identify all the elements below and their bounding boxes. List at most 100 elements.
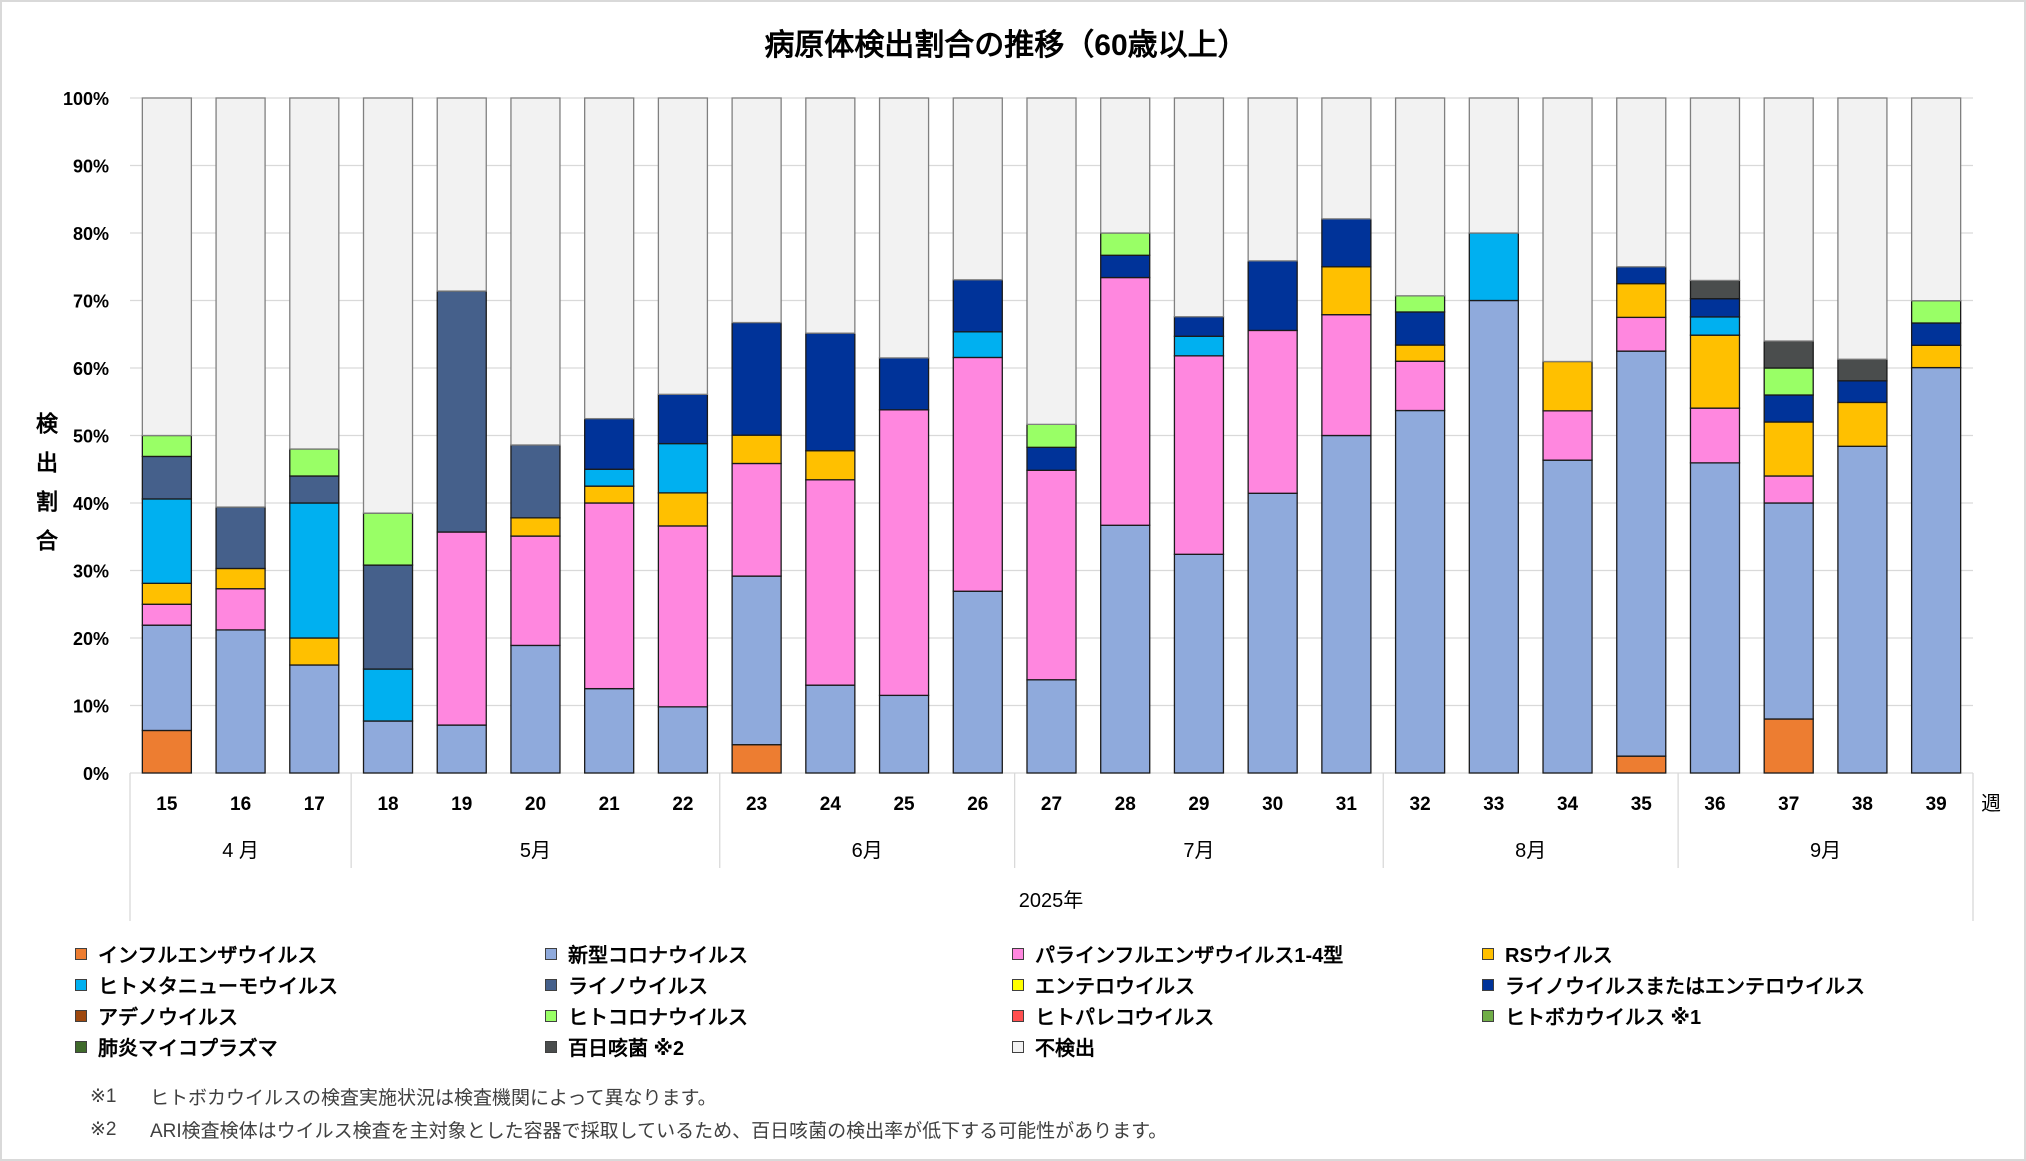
legend-item: ライノウイルスまたはエンテロウイルス xyxy=(1482,969,1962,1000)
bar-week-18 xyxy=(362,97,414,774)
bar-segment xyxy=(141,582,193,605)
x-unit-label: 週 xyxy=(1981,792,2001,815)
bar-segment xyxy=(1542,410,1593,461)
x-tick-label: 15 xyxy=(156,794,178,815)
footnote-text: ARI検査検体はウイルス検査を主対象とした容器で採取しているため、百日咳菌の検出… xyxy=(150,1121,1168,1142)
bar-segment xyxy=(1173,97,1225,318)
bar-segment xyxy=(1689,97,1741,282)
bar-segment xyxy=(362,720,414,774)
bar-segment xyxy=(1321,314,1372,437)
legend-swatch-icon xyxy=(1012,947,1024,960)
legend-label: パラインフルエンザウイルス1-4型 xyxy=(1035,945,1344,967)
legend-swatch-icon xyxy=(1482,947,1494,960)
bar-segment xyxy=(731,97,782,324)
legend-label: 不検出 xyxy=(1035,1038,1095,1060)
bar-segment xyxy=(731,462,782,577)
bar-segment xyxy=(1763,502,1814,720)
bar-segment xyxy=(141,434,193,458)
bar-segment xyxy=(1763,718,1814,774)
x-tick-label: 18 xyxy=(377,794,398,815)
bar-segment xyxy=(1394,344,1446,362)
bar-segment xyxy=(141,97,193,437)
bar-week-32 xyxy=(1394,97,1446,774)
legend-label: インフルエンザウイルス xyxy=(98,945,318,967)
x-tick-label: 29 xyxy=(1188,794,1209,815)
bar-week-30 xyxy=(1247,97,1298,774)
x-axis-week-ticks: 15 16 17 18 19 20 21 22 23 24 25 26 27 28 29 30 31 32 33 34… xyxy=(156,794,1946,815)
bar-segment xyxy=(510,517,561,537)
bar-segment xyxy=(362,512,414,566)
bar-segment xyxy=(289,637,340,666)
bar-segment xyxy=(289,475,340,504)
bar-segment xyxy=(584,97,635,420)
y-tick-label: 100% xyxy=(63,89,109,109)
bar-week-23 xyxy=(731,97,782,774)
bar-segment xyxy=(510,644,561,774)
bar-segment xyxy=(1173,335,1225,357)
bar-segment xyxy=(141,498,193,584)
x-tick-label: 28 xyxy=(1115,794,1136,815)
bar-segment xyxy=(1100,276,1151,526)
bar-segment xyxy=(584,417,635,470)
bar-week-24 xyxy=(805,97,856,774)
legend-item: アデノウイルス xyxy=(75,1000,545,1031)
bar-week-37 xyxy=(1763,97,1814,774)
bar-segment xyxy=(1247,260,1298,332)
bar-segment xyxy=(1173,553,1225,774)
bar-week-34 xyxy=(1542,97,1593,774)
legend-item: 肺炎マイコプラズマ xyxy=(75,1031,545,1062)
bar-segment xyxy=(1247,97,1298,262)
legend-label: 肺炎マイコプラズマ xyxy=(98,1038,278,1060)
footnotes: ※1 ヒトボカウイルスの検査実施状況は検査機関によって異なります。 ※2 ARI… xyxy=(90,1080,1167,1146)
legend-swatch-icon xyxy=(75,1009,87,1022)
bar-segment xyxy=(1689,334,1741,409)
bar-segment xyxy=(141,729,193,774)
month-label: 6月 xyxy=(852,840,883,862)
bar-segment xyxy=(1026,469,1077,681)
legend-swatch-icon xyxy=(1482,1009,1494,1022)
x-tick-label: 19 xyxy=(451,794,472,815)
bar-segment xyxy=(1321,97,1372,220)
bar-week-15 xyxy=(141,97,193,774)
bar-segment xyxy=(878,409,930,697)
bar-segment xyxy=(1910,300,1962,324)
bar-week-33 xyxy=(1468,97,1519,774)
bar-segment xyxy=(657,442,709,494)
x-tick-label: 39 xyxy=(1926,794,1947,815)
legend-item: ヒトコロナウイルス xyxy=(545,1000,1012,1031)
bar-segment xyxy=(215,629,266,774)
x-tick-label: 24 xyxy=(820,794,842,815)
y-axis-ticks: 0% 10% 20% 30% 40% 50% 60% 70% 80% 90% 100% xyxy=(63,89,109,784)
bar-segment xyxy=(1763,394,1814,423)
bar-week-20 xyxy=(510,97,561,774)
bar-segment xyxy=(1100,524,1151,774)
bar-segment xyxy=(1468,299,1519,774)
bar-segment xyxy=(141,455,193,500)
bar-segment xyxy=(1542,459,1593,774)
bar-segment xyxy=(952,356,1003,592)
bar-segment xyxy=(731,321,782,436)
bar-segment xyxy=(289,502,340,639)
y-tick-label: 0% xyxy=(83,764,109,784)
bar-segment xyxy=(657,97,709,395)
legend-label: ヒトボカウイルス ※1 xyxy=(1505,1007,1702,1029)
legend-label: 百日咳菌 ※2 xyxy=(568,1038,685,1060)
x-tick-label: 36 xyxy=(1704,794,1725,815)
bar-segment xyxy=(1247,329,1298,494)
bar-segment xyxy=(1468,97,1519,234)
bar-week-38 xyxy=(1837,97,1888,774)
bar-segment xyxy=(1616,316,1667,352)
legend-item: インフルエンザウイルス xyxy=(75,938,545,969)
bar-segment xyxy=(731,575,782,746)
bar-segment xyxy=(657,492,709,527)
bar-segment xyxy=(1763,340,1814,369)
bar-week-26 xyxy=(952,97,1003,774)
x-tick-label: 26 xyxy=(967,794,988,815)
y-axis-title: 検出割合 xyxy=(33,412,58,568)
month-label: 7月 xyxy=(1183,840,1214,862)
bar-segment xyxy=(436,290,487,533)
bar-week-27 xyxy=(1026,97,1077,774)
y-tick-label: 50% xyxy=(73,427,109,447)
legend-item: ライノウイルス xyxy=(545,969,1012,1000)
x-tick-label: 25 xyxy=(893,794,915,815)
